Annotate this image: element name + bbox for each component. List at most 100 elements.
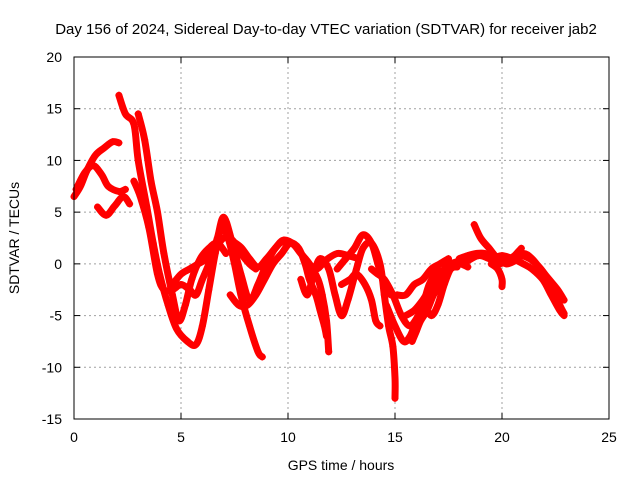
data-point bbox=[436, 281, 444, 289]
data-point bbox=[410, 281, 418, 289]
data-point bbox=[485, 255, 493, 263]
data-point bbox=[115, 187, 123, 195]
data-point bbox=[374, 270, 382, 278]
series-trace bbox=[507, 244, 525, 263]
data-point bbox=[537, 265, 545, 273]
data-point bbox=[346, 275, 354, 283]
data-point bbox=[344, 296, 352, 304]
data-point bbox=[91, 151, 99, 159]
data-point bbox=[391, 374, 399, 382]
x-tick-label: 25 bbox=[601, 429, 617, 445]
x-axis-label: GPS time / hours bbox=[288, 457, 395, 473]
plot-frame bbox=[73, 56, 610, 420]
data-point bbox=[470, 221, 478, 229]
data-point bbox=[111, 202, 119, 210]
data-point bbox=[359, 231, 367, 239]
data-point bbox=[181, 301, 189, 309]
data-point bbox=[130, 120, 138, 128]
data-point bbox=[147, 177, 155, 185]
data-point bbox=[318, 291, 326, 299]
data-point bbox=[168, 281, 176, 289]
data-point bbox=[316, 306, 324, 314]
data-point bbox=[303, 291, 311, 299]
data-point bbox=[235, 301, 243, 309]
data-point bbox=[511, 252, 519, 260]
data-point bbox=[507, 255, 515, 263]
data-point bbox=[310, 270, 318, 278]
data-point bbox=[134, 110, 142, 118]
data-point bbox=[237, 243, 245, 251]
y-tick-label: 15 bbox=[46, 101, 62, 117]
data-point bbox=[400, 337, 408, 345]
data-point bbox=[417, 317, 425, 325]
data-point bbox=[376, 322, 384, 330]
data-point bbox=[350, 244, 358, 252]
data-point bbox=[432, 275, 440, 283]
data-point bbox=[502, 260, 510, 268]
y-tick-label: -5 bbox=[50, 308, 63, 324]
data-point bbox=[194, 260, 202, 268]
data-point bbox=[361, 281, 369, 289]
data-point bbox=[258, 353, 266, 361]
series-track-18 bbox=[408, 265, 450, 345]
data-point bbox=[455, 255, 463, 263]
data-point bbox=[198, 322, 206, 330]
data-point bbox=[323, 332, 331, 340]
data-point bbox=[226, 291, 234, 299]
y-tick-label: 5 bbox=[54, 204, 62, 220]
x-tick-label: 10 bbox=[280, 429, 296, 445]
data-point bbox=[228, 237, 236, 245]
data-point bbox=[352, 270, 360, 278]
series-track-3 bbox=[94, 193, 134, 219]
data-point bbox=[177, 270, 185, 278]
data-point bbox=[295, 244, 303, 252]
data-point bbox=[186, 265, 194, 273]
data-point bbox=[545, 275, 553, 283]
data-point bbox=[556, 301, 564, 309]
data-point bbox=[153, 270, 161, 278]
y-tick-label: -15 bbox=[42, 411, 62, 427]
series-track-15 bbox=[393, 255, 452, 300]
data-point bbox=[389, 343, 397, 351]
y-tick-label: 20 bbox=[46, 49, 62, 65]
data-point bbox=[494, 265, 502, 273]
data-point bbox=[220, 234, 228, 242]
data-point bbox=[269, 260, 277, 268]
data-point bbox=[391, 394, 399, 402]
data-point bbox=[430, 291, 438, 299]
data-point bbox=[385, 322, 393, 330]
data-point bbox=[342, 255, 350, 263]
series-track-23 bbox=[507, 244, 525, 263]
data-point bbox=[325, 265, 333, 273]
data-point bbox=[100, 144, 108, 152]
data-point bbox=[517, 244, 525, 252]
data-point bbox=[89, 162, 97, 170]
data-point bbox=[485, 244, 493, 252]
data-point bbox=[134, 156, 142, 164]
data-point bbox=[198, 275, 206, 283]
series-track-4 bbox=[115, 91, 266, 361]
y-axis-label: SDTVAR / TECUs bbox=[6, 182, 22, 294]
data-point bbox=[121, 185, 129, 193]
data-series bbox=[70, 91, 568, 402]
x-tick-label: 0 bbox=[70, 429, 78, 445]
data-point bbox=[402, 291, 410, 299]
data-point bbox=[419, 275, 427, 283]
data-point bbox=[278, 250, 286, 258]
data-point bbox=[316, 255, 324, 263]
data-point bbox=[436, 260, 444, 268]
data-point bbox=[528, 255, 536, 263]
data-point bbox=[280, 236, 288, 244]
data-point bbox=[183, 337, 191, 345]
x-tick-labels: 0 5 10 15 20 25 bbox=[70, 429, 617, 445]
data-point bbox=[333, 265, 341, 273]
data-point bbox=[245, 255, 253, 263]
data-point bbox=[115, 139, 123, 147]
data-point bbox=[126, 200, 134, 208]
series-track-9 bbox=[226, 239, 331, 340]
data-point bbox=[445, 255, 452, 263]
data-point bbox=[374, 260, 382, 268]
data-point bbox=[102, 211, 110, 219]
data-point bbox=[423, 306, 431, 314]
data-point bbox=[164, 301, 172, 309]
